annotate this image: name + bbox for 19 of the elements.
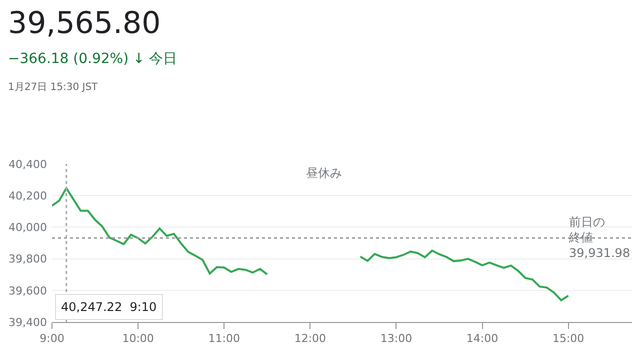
text: 1月27日 15:30 JST (8, 81, 99, 94)
x-tick-label: 11:00 (208, 332, 240, 344)
y-tick-label: 39,400 (8, 316, 47, 329)
ref-line-label: 前日の終値 39,931.98 (568, 215, 630, 260)
y-tick-label: 39,800 (8, 252, 47, 266)
y-tick-label: 39,600 (8, 284, 47, 298)
x-tick-label: 12:00 (294, 332, 326, 344)
x-tick-label: 10:00 (122, 332, 154, 344)
x-tick-label: 15:00 (552, 332, 584, 344)
y-tick-label: 40,000 (8, 221, 47, 234)
y-tick-label: 40,200 (8, 189, 47, 202)
x-tick-label: 9:00 (40, 332, 64, 344)
x-tick-label: 14:00 (466, 332, 498, 344)
chart-subtitle: −366.18 (0.92%) ↓ 今日 (8, 50, 178, 68)
chart-title: 39,565.80 (8, 5, 162, 43)
annotation: 40,247.22 9:10 (61, 300, 157, 314)
annotation: 昼休み (306, 166, 342, 180)
y-tick-label: 40,400 (8, 158, 47, 171)
x-tick-label: 13:00 (380, 332, 412, 344)
